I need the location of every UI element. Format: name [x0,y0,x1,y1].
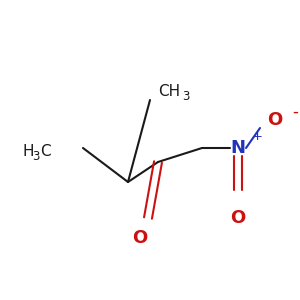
Text: O: O [267,111,283,129]
Text: 3: 3 [32,151,39,164]
Text: CH: CH [158,85,180,100]
Text: C: C [40,145,51,160]
Text: O: O [230,209,246,227]
Text: +: + [252,130,263,142]
Text: O: O [132,229,148,247]
Text: N: N [230,139,245,157]
Text: -: - [292,103,298,121]
Text: H: H [22,145,34,160]
Text: 3: 3 [182,91,189,103]
